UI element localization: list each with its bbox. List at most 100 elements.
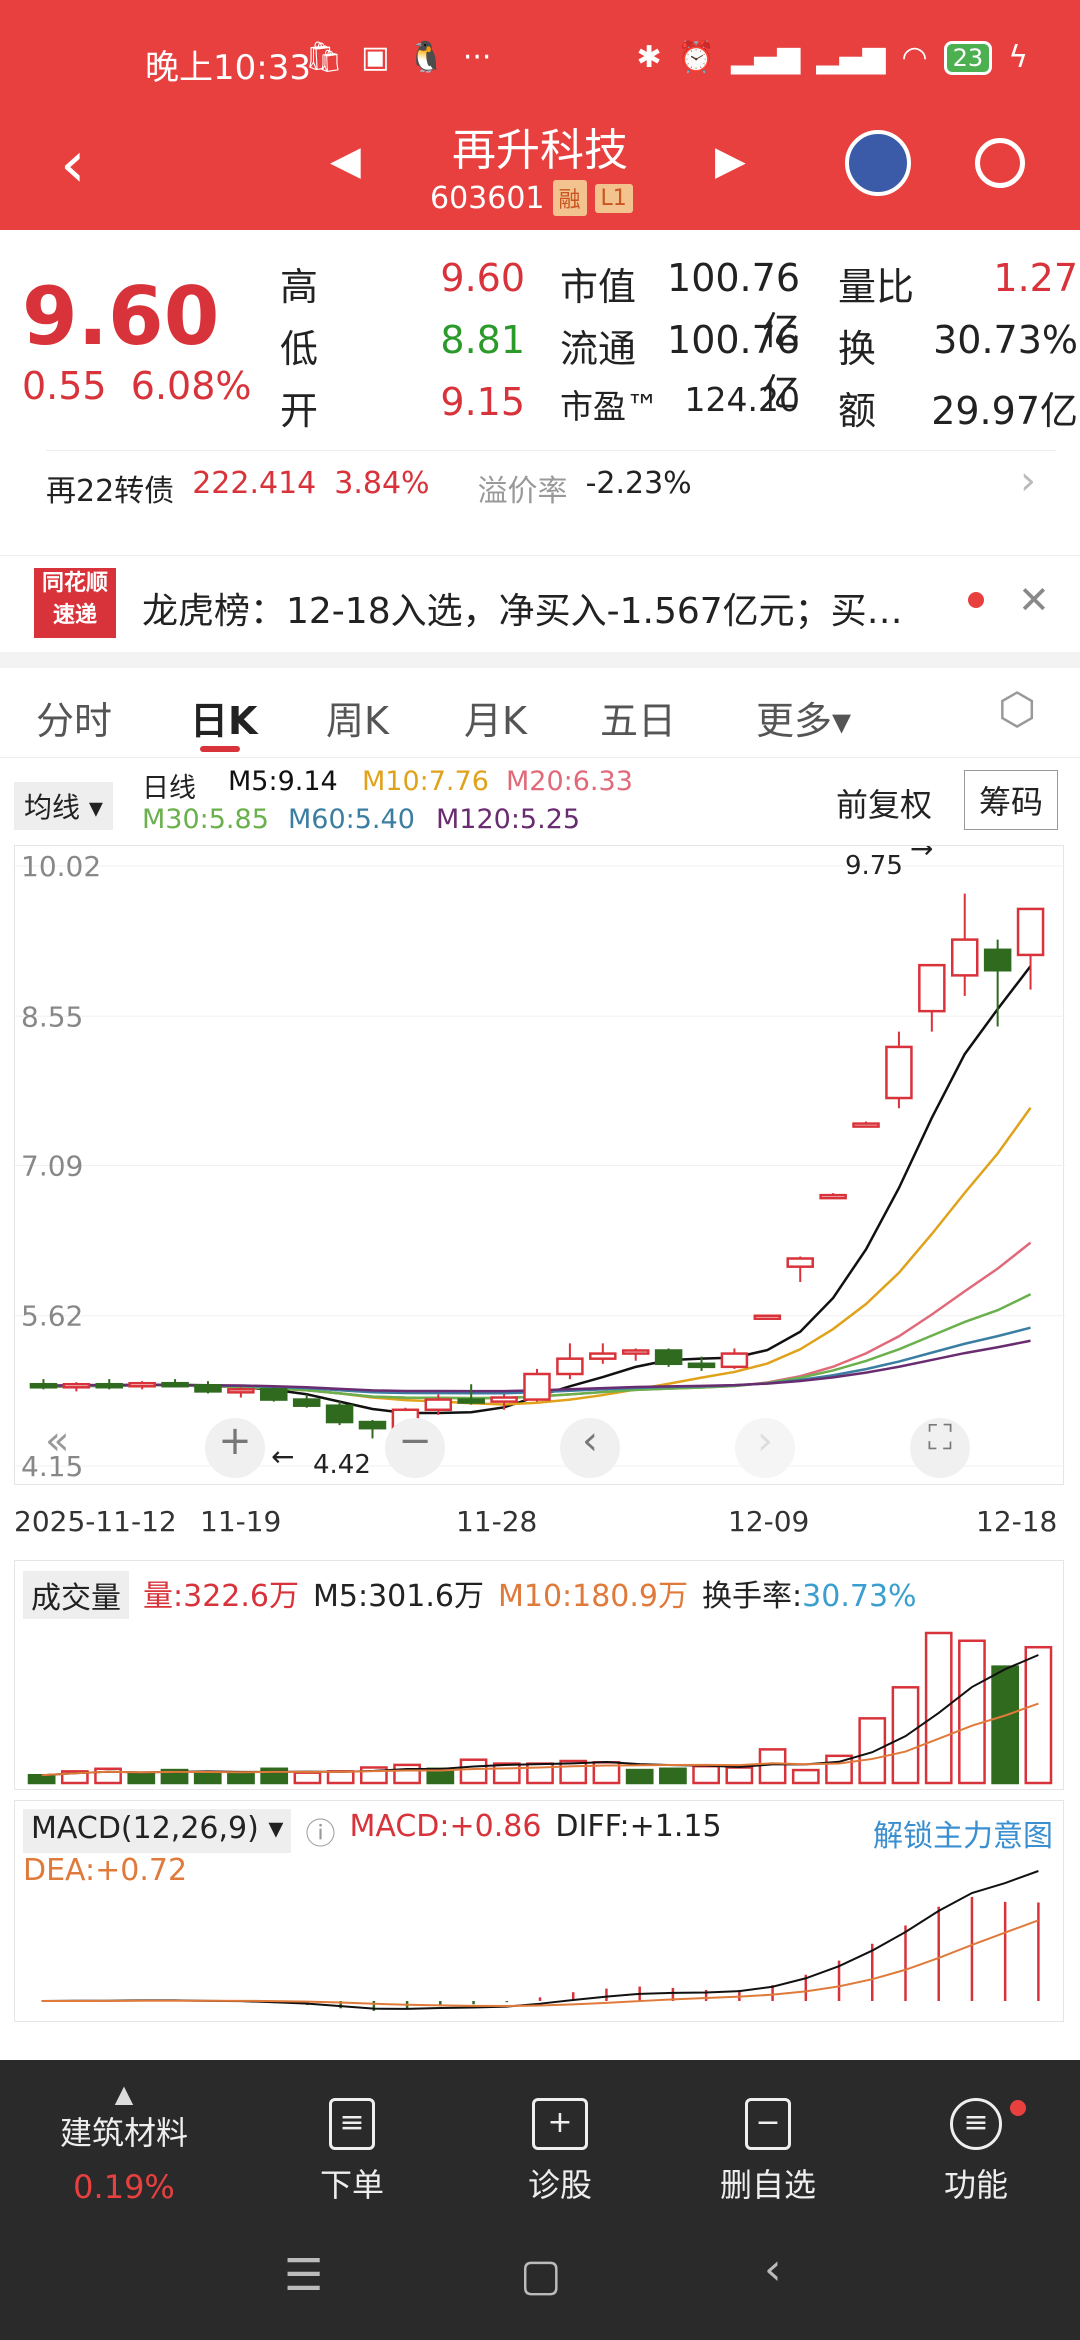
date-tick: 2025-11-12 (14, 1505, 177, 1538)
order-button[interactable]: ≡ 下单 (262, 2080, 442, 2206)
volume-bar (127, 1772, 156, 1785)
tab-daily-k[interactable]: 日K (190, 699, 258, 743)
diff-line (41, 1870, 1039, 2010)
ma5-label: M5:9.14 (228, 766, 338, 797)
ma10-line (43, 1107, 1032, 1406)
chevron-right-icon[interactable]: › (1020, 458, 1036, 504)
volume-bar (227, 1772, 255, 1785)
logo-top-text: 同花顺 (41, 571, 108, 596)
volume-bar (27, 1773, 56, 1785)
candle-body (819, 1193, 847, 1200)
level-tag: L1 (594, 183, 633, 213)
chip-button[interactable]: 筹码 (964, 770, 1059, 830)
unread-dot-icon (968, 592, 984, 608)
turnover-rate: 30.73% (802, 1579, 917, 1614)
y-tick-label: 8.55 (21, 1000, 83, 1033)
news-banner[interactable]: 同花顺 速递 龙虎榜：12-18入选，净买入-1.567亿元；买… ✕ (0, 555, 1080, 655)
ma30-label: M30:5.85 (142, 804, 269, 835)
double-chevron-left-icon[interactable]: « (45, 1418, 70, 1464)
tab-weekly-k[interactable]: 周K (326, 699, 389, 743)
volume-bar (60, 1770, 89, 1785)
qq-icon: 🐧 (407, 40, 445, 75)
turnover-value: 30.73% (933, 318, 1078, 362)
arrow-up-icon: ▲ (114, 2080, 134, 2108)
prev-stock-icon[interactable]: ◀ (330, 138, 361, 184)
volume-bar (492, 1762, 521, 1785)
back-nav-icon[interactable]: ‹ (764, 2244, 782, 2295)
convertible-bond-row[interactable]: 再22转债 222.414 3.84% 溢价率 -2.23% (46, 466, 692, 510)
home-nav-icon[interactable]: ▢ (520, 2250, 562, 2301)
menu-nav-icon[interactable]: ☰ (284, 2250, 324, 2301)
premium-value: -2.23% (585, 466, 692, 501)
bottom-toolbar: ▲ 建筑材料 0.19% ≡ 下单 + 诊股 − 删自选 ≡ 功能 (0, 2060, 1080, 2340)
back-arrow-icon[interactable]: ‹ (60, 128, 86, 202)
turnover-label: 换 (838, 327, 877, 371)
sector-name: 建筑材料 (59, 2114, 188, 2152)
volume-bar (193, 1771, 222, 1785)
candle-body (950, 938, 979, 977)
function-button[interactable]: ≡ 功能 (886, 2080, 1066, 2206)
high-annotation: 9.75 (845, 851, 903, 881)
ma-selector[interactable]: 均线 ▾ (14, 782, 113, 830)
zoom-out-icon[interactable]: − (385, 1418, 445, 1478)
more-notifications-icon: ··· (462, 40, 492, 75)
remove-label: 删自选 (719, 2166, 816, 2204)
tab-five-day[interactable]: 五日 (600, 699, 677, 743)
change-value: 0.55 (22, 364, 107, 408)
fullscreen-icon[interactable]: ⛶ (910, 1418, 970, 1478)
candle-body (95, 1382, 124, 1389)
high-arrow: → (910, 846, 933, 865)
candle-body (325, 1404, 354, 1424)
macd-selector[interactable]: MACD(12,26,9) ▾ (23, 1809, 292, 1853)
turnover-label: 换手率:30.73% (702, 1571, 917, 1619)
volume-selector[interactable]: 成交量 (23, 1571, 129, 1619)
macd-panel[interactable]: MACD(12,26,9) ▾ ⓘ MACD:+0.86 DIFF:+1.15 … (14, 1800, 1064, 2022)
float-value: 100.76亿 (667, 318, 800, 415)
remove-watchlist-button[interactable]: − 删自选 (678, 2080, 858, 2206)
system-icons: ✱ ⏰ ▂▄▆ ▂▄▆ ◠ 23 ϟ (637, 40, 1028, 75)
volume-bar (924, 1631, 953, 1785)
robot-assistant-icon[interactable] (845, 130, 911, 196)
stock-code: 603601 (430, 180, 545, 216)
candle-body (556, 1357, 584, 1376)
status-bar: 晚上10:33 🛍 ▣ 🐧 ··· ✱ ⏰ ▂▄▆ ▂▄▆ ◠ 23 ϟ (0, 0, 1080, 120)
last-price: 9.60 (22, 270, 220, 363)
volume-svg (27, 1631, 1053, 1785)
tab-more[interactable]: 更多▾ (756, 699, 852, 743)
candle-body (292, 1398, 321, 1407)
unlock-link[interactable]: 解锁主力意图 (873, 1819, 1053, 1854)
candle-body (687, 1362, 716, 1369)
close-icon[interactable]: ✕ (1018, 578, 1050, 622)
candle-body (358, 1420, 387, 1430)
ma120-label: M120:5.25 (436, 804, 581, 835)
low-arrow: ← (271, 1440, 294, 1473)
app-notification-icon: 🛍 (305, 40, 344, 75)
volume-panel[interactable]: 成交量 量:322.6万 M5:301.6万 M10:180.9万 换手率:30… (14, 1560, 1064, 1790)
scroll-right-icon[interactable]: › (735, 1418, 795, 1478)
candle-body (227, 1388, 255, 1394)
candle-body (983, 948, 1012, 972)
diagnose-button[interactable]: + 诊股 (470, 2080, 650, 2206)
kline-chart[interactable]: 10.02 8.55 7.09 5.62 4.15 9.75 → ← 4.42 « + − ‹ … (14, 832, 1065, 1485)
sector-item[interactable]: ▲ 建筑材料 0.19% (34, 2080, 214, 2206)
adjust-label[interactable]: 前复权 (836, 786, 933, 824)
change-pct: 6.08% (130, 364, 252, 408)
dea-value: DEA:+0.72 (23, 1853, 188, 1888)
volume-m5-line (41, 1654, 1039, 1777)
pe-value: 124.20 (684, 380, 800, 419)
help-icon[interactable]: ⓘ (305, 1817, 336, 1852)
tab-monthly-k[interactable]: 月K (464, 699, 527, 743)
candle-body (128, 1381, 156, 1388)
macd-value: MACD:+0.86 (349, 1809, 542, 1844)
zoom-in-icon[interactable]: + (205, 1418, 265, 1478)
open-value: 9.15 (440, 380, 525, 424)
diff-value: DIFF:+1.15 (555, 1809, 722, 1844)
settings-hex-icon[interactable]: ⬡ (998, 684, 1037, 735)
y-tick-label: 10.02 (21, 850, 101, 883)
amount-label: 额 (838, 389, 877, 433)
tab-intraday[interactable]: 分时 (36, 699, 113, 743)
scroll-left-icon[interactable]: ‹ (560, 1418, 620, 1478)
search-icon[interactable] (975, 138, 1025, 188)
next-stock-icon[interactable]: ▶ (715, 138, 746, 184)
bond-pct: 3.84% (334, 466, 430, 501)
